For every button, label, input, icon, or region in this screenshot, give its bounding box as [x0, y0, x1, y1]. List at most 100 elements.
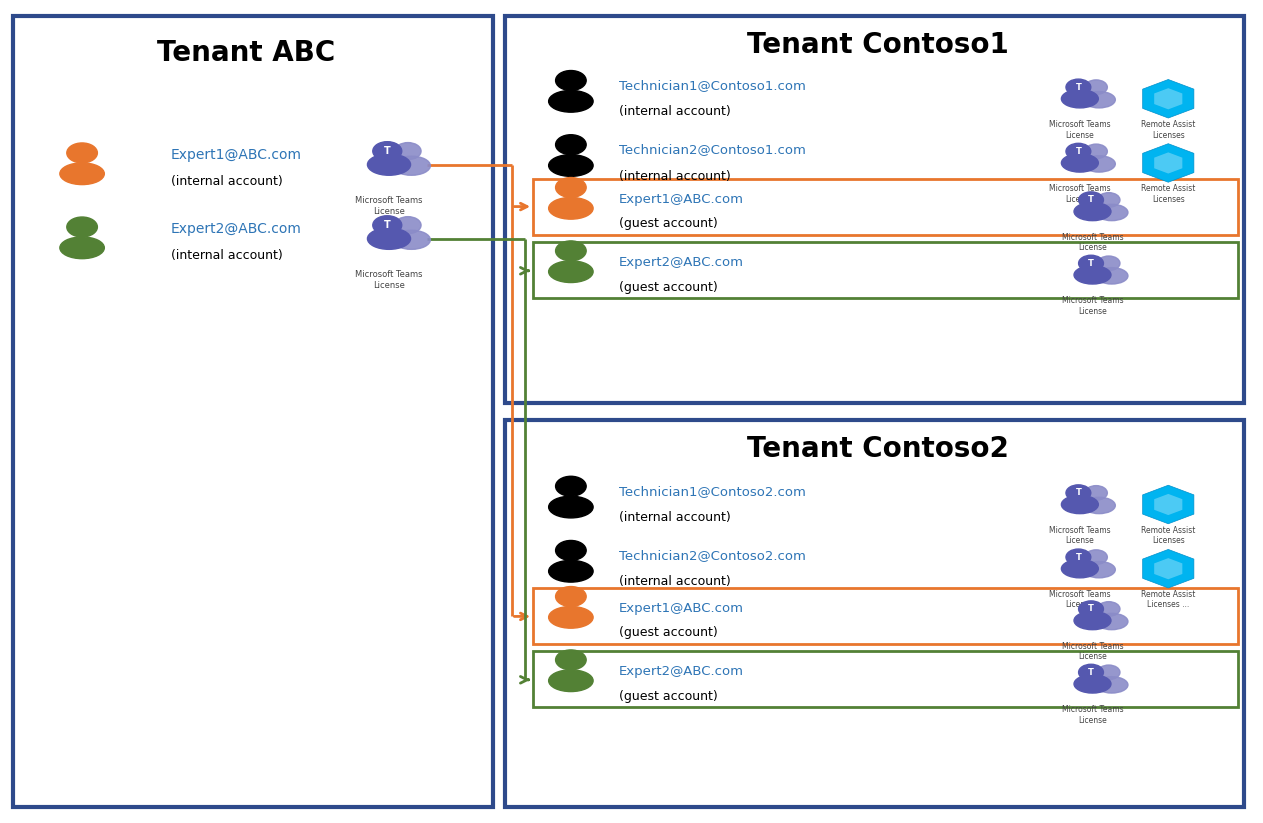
- Text: Remote Assist
Licenses: Remote Assist Licenses: [1140, 526, 1196, 546]
- Text: (guest account): (guest account): [619, 690, 717, 703]
- Ellipse shape: [59, 163, 105, 184]
- Circle shape: [1098, 193, 1120, 207]
- Circle shape: [556, 135, 586, 155]
- Text: (internal account): (internal account): [619, 511, 730, 524]
- Ellipse shape: [548, 607, 594, 628]
- Polygon shape: [1154, 494, 1182, 515]
- Text: Expert2@ABC.com: Expert2@ABC.com: [619, 665, 744, 678]
- Ellipse shape: [59, 237, 105, 258]
- Text: Tenant Contoso2: Tenant Contoso2: [746, 435, 1009, 463]
- Text: T: T: [1076, 488, 1081, 497]
- Text: (internal account): (internal account): [619, 170, 730, 183]
- Circle shape: [1079, 601, 1104, 617]
- Polygon shape: [1154, 152, 1182, 174]
- Circle shape: [556, 241, 586, 261]
- Ellipse shape: [548, 198, 594, 219]
- Ellipse shape: [1061, 560, 1099, 578]
- Text: (internal account): (internal account): [171, 249, 282, 262]
- Circle shape: [1098, 256, 1120, 271]
- Text: T: T: [1089, 604, 1094, 613]
- Text: Technician1@Contoso1.com: Technician1@Contoso1.com: [619, 79, 806, 92]
- Ellipse shape: [1082, 156, 1115, 172]
- Circle shape: [1079, 664, 1104, 681]
- Circle shape: [1066, 549, 1091, 565]
- Ellipse shape: [1082, 497, 1115, 514]
- Text: T: T: [1089, 258, 1094, 267]
- Text: Tenant Contoso1: Tenant Contoso1: [746, 31, 1009, 59]
- Text: Technician2@Contoso1.com: Technician2@Contoso1.com: [619, 143, 806, 156]
- Text: Microsoft Teams
License: Microsoft Teams License: [1050, 120, 1110, 140]
- Polygon shape: [1154, 558, 1182, 579]
- Circle shape: [395, 216, 421, 234]
- Text: T: T: [1076, 552, 1081, 561]
- Circle shape: [556, 477, 586, 496]
- Circle shape: [556, 178, 586, 198]
- Ellipse shape: [1095, 677, 1128, 693]
- Text: (internal account): (internal account): [619, 575, 730, 588]
- Circle shape: [1098, 602, 1120, 616]
- Polygon shape: [1143, 550, 1194, 588]
- FancyBboxPatch shape: [13, 16, 493, 807]
- Text: Microsoft Teams
License: Microsoft Teams License: [1050, 590, 1110, 610]
- Circle shape: [373, 216, 402, 235]
- Text: Remote Assist
Licenses: Remote Assist Licenses: [1140, 120, 1196, 140]
- Text: Technician1@Contoso2.com: Technician1@Contoso2.com: [619, 485, 806, 498]
- Circle shape: [556, 71, 586, 91]
- Text: T: T: [1089, 195, 1094, 204]
- Ellipse shape: [393, 230, 431, 249]
- Text: Expert2@ABC.com: Expert2@ABC.com: [619, 256, 744, 269]
- Ellipse shape: [1061, 90, 1099, 108]
- Ellipse shape: [548, 261, 594, 282]
- Circle shape: [1085, 80, 1108, 95]
- Circle shape: [1079, 192, 1104, 208]
- Circle shape: [67, 143, 97, 163]
- Ellipse shape: [368, 228, 410, 249]
- Text: Microsoft Teams
License: Microsoft Teams License: [355, 196, 423, 216]
- Text: Tenant ABC: Tenant ABC: [157, 40, 336, 67]
- Ellipse shape: [548, 91, 594, 112]
- Text: T: T: [384, 221, 390, 230]
- Text: T: T: [1076, 146, 1081, 156]
- Text: Microsoft Teams
License: Microsoft Teams License: [1050, 526, 1110, 546]
- FancyBboxPatch shape: [533, 242, 1238, 298]
- Ellipse shape: [1074, 675, 1111, 693]
- Text: T: T: [1089, 667, 1094, 677]
- Text: Expert1@ABC.com: Expert1@ABC.com: [619, 602, 744, 615]
- Text: Microsoft Teams
License: Microsoft Teams License: [355, 270, 423, 290]
- Circle shape: [1085, 550, 1108, 565]
- Ellipse shape: [1074, 266, 1111, 284]
- Circle shape: [1066, 143, 1091, 160]
- Text: Microsoft Teams
License: Microsoft Teams License: [1062, 642, 1123, 662]
- FancyBboxPatch shape: [505, 420, 1244, 807]
- Text: Microsoft Teams
License: Microsoft Teams License: [1062, 233, 1123, 253]
- Circle shape: [556, 650, 586, 670]
- Text: Remote Assist
Licenses: Remote Assist Licenses: [1140, 184, 1196, 204]
- FancyBboxPatch shape: [533, 651, 1238, 707]
- Text: Technician2@Contoso2.com: Technician2@Contoso2.com: [619, 549, 806, 562]
- Text: Expert2@ABC.com: Expert2@ABC.com: [171, 221, 302, 236]
- Ellipse shape: [1074, 202, 1111, 221]
- FancyBboxPatch shape: [505, 16, 1244, 403]
- Ellipse shape: [1074, 611, 1111, 630]
- Polygon shape: [1143, 144, 1194, 182]
- Text: (guest account): (guest account): [619, 281, 717, 294]
- Circle shape: [1085, 486, 1108, 500]
- Text: Microsoft Teams
License: Microsoft Teams License: [1050, 184, 1110, 204]
- Text: T: T: [1076, 82, 1081, 91]
- Polygon shape: [1143, 80, 1194, 118]
- Circle shape: [1079, 255, 1104, 272]
- Ellipse shape: [1095, 267, 1128, 284]
- Text: (guest account): (guest account): [619, 626, 717, 639]
- Ellipse shape: [1061, 154, 1099, 172]
- Text: (guest account): (guest account): [619, 217, 717, 230]
- Circle shape: [395, 142, 421, 160]
- Ellipse shape: [1082, 561, 1115, 578]
- Ellipse shape: [548, 560, 594, 582]
- Ellipse shape: [393, 156, 431, 175]
- Ellipse shape: [548, 155, 594, 176]
- Text: (internal account): (internal account): [619, 105, 730, 119]
- FancyBboxPatch shape: [533, 588, 1238, 644]
- Circle shape: [556, 587, 586, 607]
- Text: Expert1@ABC.com: Expert1@ABC.com: [619, 193, 744, 206]
- Circle shape: [556, 541, 586, 560]
